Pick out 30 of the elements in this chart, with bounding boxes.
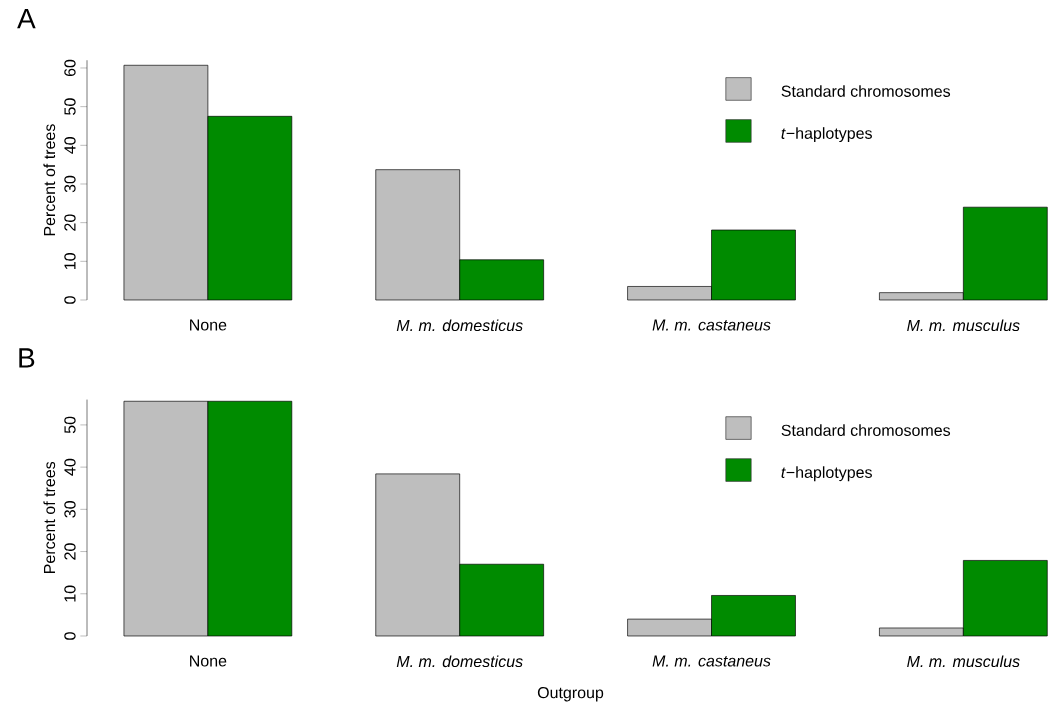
y-tick-label: 10 bbox=[64, 253, 76, 270]
x-axis-title: Outgroup bbox=[537, 686, 604, 702]
legend-label: t−haplotypes bbox=[781, 466, 872, 482]
x-tick-label: M. m. castaneus bbox=[652, 655, 771, 667]
y-axis-title: Percent of trees bbox=[43, 461, 56, 573]
chart-title: B bbox=[19, 348, 35, 368]
x-tick-label: M. m. castaneus bbox=[652, 319, 771, 331]
y-tick-label: 40 bbox=[64, 458, 76, 476]
y-tick-label: 0 bbox=[64, 632, 76, 640]
y-tick-label: 30 bbox=[64, 501, 76, 518]
y-tick-label: 50 bbox=[64, 98, 76, 115]
x-tick-label: M. m. musculus bbox=[907, 655, 1020, 668]
y-tick-label: 10 bbox=[64, 585, 76, 602]
y-tick-label: 40 bbox=[64, 137, 76, 154]
y-tick-label: 60 bbox=[64, 59, 76, 77]
x-tick-label: None bbox=[190, 319, 227, 331]
legend-label: t−haplotypes bbox=[781, 127, 872, 143]
y-tick-label: 20 bbox=[64, 543, 76, 560]
legend-label: Standard chromosomes bbox=[781, 424, 951, 436]
y-tick-label: 20 bbox=[64, 214, 76, 231]
y-axis-title: Percent of trees bbox=[43, 124, 56, 236]
y-tick-label: 0 bbox=[64, 296, 76, 304]
y-tick-label: 30 bbox=[64, 175, 76, 193]
y-tick-label: 50 bbox=[64, 416, 76, 434]
legend-label: Standard chromosomes bbox=[781, 85, 951, 97]
chart-title: A bbox=[17, 8, 36, 29]
x-tick-label: M. m. musculus bbox=[907, 319, 1020, 332]
x-tick-label: None bbox=[190, 655, 227, 667]
x-tick-label: M. m. domesticus bbox=[396, 319, 523, 332]
x-tick-label: M. m. domesticus bbox=[396, 655, 523, 668]
